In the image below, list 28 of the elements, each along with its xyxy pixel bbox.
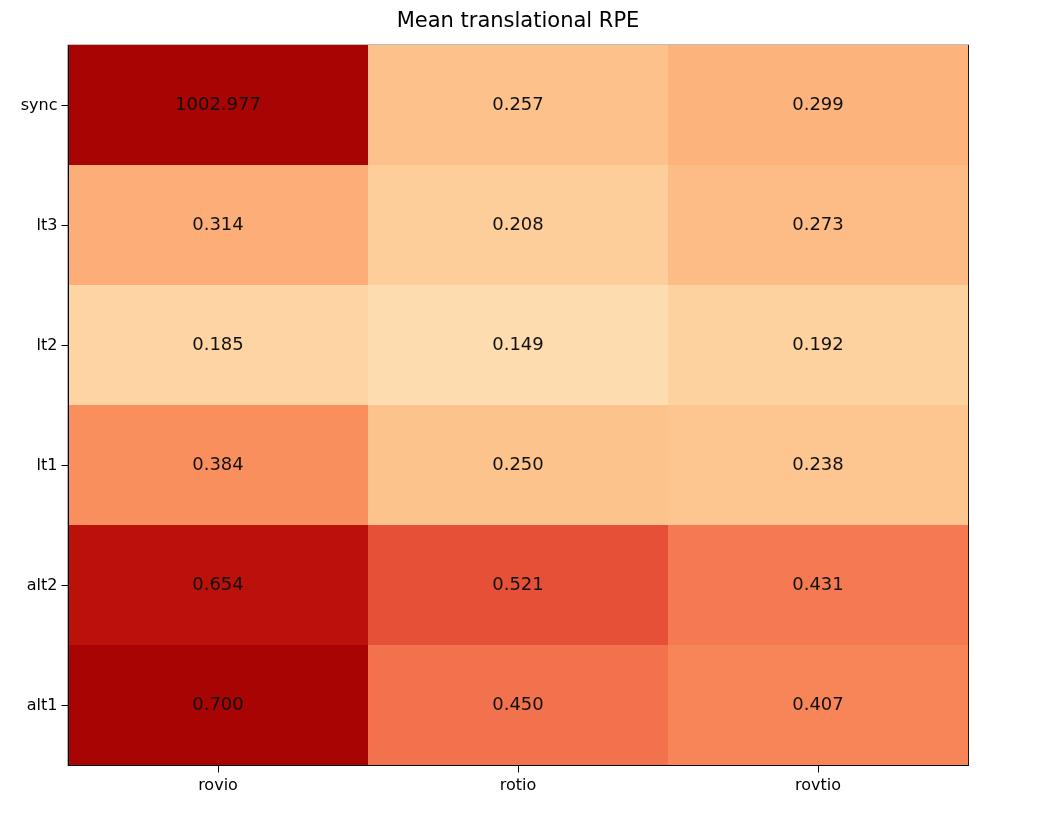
x-tick-label: rotio [499, 774, 537, 794]
y-tick-label: lt2 [36, 335, 58, 354]
y-tick-label: alt2 [26, 575, 58, 594]
data-label: 0.450 [492, 693, 544, 714]
data-label: 0.208 [492, 213, 544, 234]
data-label: 0.314 [192, 213, 244, 234]
data-label: 0.384 [192, 453, 244, 474]
data-label: 0.250 [492, 453, 544, 474]
y-tick-label: sync [20, 95, 58, 114]
x-tick-label: rovtio [795, 774, 841, 794]
y-tick-label: lt3 [36, 215, 58, 234]
x-tick-label: rovio [198, 774, 238, 794]
chart-title: Mean translational RPE [396, 8, 640, 32]
y-tick-label: alt1 [26, 695, 58, 714]
data-label: 0.700 [192, 693, 244, 714]
data-label: 0.299 [792, 93, 844, 114]
data-label: 0.654 [192, 573, 244, 594]
data-label: 0.273 [792, 213, 844, 234]
data-label: 0.431 [792, 573, 844, 594]
data-label: 0.149 [492, 333, 544, 354]
data-label: 0.257 [492, 93, 544, 114]
data-label: 1002.977 [175, 93, 261, 114]
data-label: 0.407 [792, 693, 844, 714]
data-label: 0.521 [492, 573, 544, 594]
data-label: 0.238 [792, 453, 844, 474]
data-label: 0.192 [792, 333, 844, 354]
y-tick-label: lt1 [36, 455, 58, 474]
data-label: 0.185 [192, 333, 244, 354]
